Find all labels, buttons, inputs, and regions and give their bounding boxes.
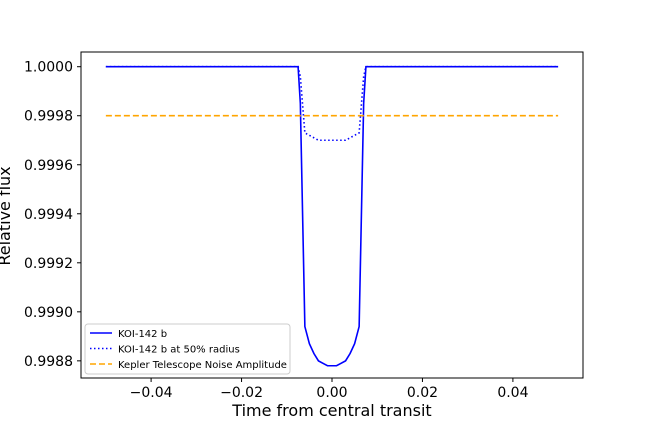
y-tick-label: 0.9988 — [24, 354, 73, 370]
plot-frame — [80, 51, 584, 379]
legend: KOI-142 b KOI-142 b at 50% radius Kepler T… — [84, 323, 291, 375]
legend-label: KOI-142 b at 50% radius — [118, 345, 240, 356]
x-tick-label: 0.04 — [497, 385, 528, 401]
plot-lines — [105, 65, 559, 367]
x-axis-label: Time from central transit — [231, 401, 431, 420]
y-tick-label: 0.9990 — [24, 305, 73, 321]
y-axis-label: Relative flux — [0, 166, 14, 265]
y-tick-label: 0.9996 — [24, 158, 73, 174]
series-line-koi-142-b — [105, 65, 559, 367]
x-axis-ticks: −0.04 −0.02 0.00 0.02 0.04 — [130, 378, 529, 401]
x-tick-label: 0.00 — [316, 385, 347, 401]
legend-label: KOI-142 b — [118, 329, 167, 340]
y-tick-label: 0.9998 — [24, 109, 73, 125]
x-tick-label: −0.02 — [220, 385, 263, 401]
legend-label: Kepler Telescope Noise Amplitude — [118, 360, 287, 371]
y-tick-label: 1.0000 — [24, 60, 73, 76]
x-tick-label: −0.04 — [130, 385, 173, 401]
series-line-koi-142-b-at-50-radius — [105, 65, 559, 142]
x-tick-label: 0.02 — [407, 385, 438, 401]
legend-box — [84, 323, 291, 375]
y-tick-label: 0.9992 — [24, 256, 73, 272]
y-tick-label: 0.9994 — [24, 207, 73, 223]
y-axis-ticks: 0.9988 0.9990 0.9992 0.9994 0.9996 0.9998 1.00… — [24, 60, 81, 370]
